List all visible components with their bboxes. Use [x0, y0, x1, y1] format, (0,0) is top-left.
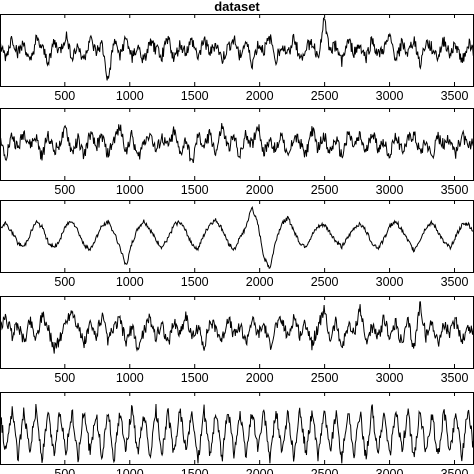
panel-4-xtick-label-2: 1500: [181, 371, 209, 385]
panel-4: 500 1000 1500 2000 2500 3000 3500: [0, 296, 474, 385]
panel-5-xtick-label-6: 3500: [441, 467, 469, 474]
panel-1-axes-box: [0, 14, 474, 87]
panel-5-xtick-label-5: 3000: [376, 467, 404, 474]
figure-title: dataset: [214, 0, 260, 14]
panel-1-xtick-label-0: 500: [54, 89, 75, 103]
panel-2-xtick-label-0: 500: [54, 183, 75, 197]
panel-2-xtick-label-2: 1500: [181, 183, 209, 197]
panel-5-xtick-label-0: 500: [54, 467, 75, 474]
panel-4-series-line: [0, 301, 474, 354]
panel-3-xtick-label-6: 3500: [441, 275, 469, 289]
panel-2-xtick-label-3: 2000: [246, 183, 274, 197]
panel-3-series-line: [0, 205, 474, 269]
panel-5-xtick-label-1: 1000: [116, 467, 144, 474]
panel-2-xtick-label-4: 2500: [311, 183, 339, 197]
panel-2: 500 1000 1500 2000 2500 3000 3500: [0, 108, 474, 197]
panel-4-xtick-label-0: 500: [54, 371, 75, 385]
panel-4-xtick-label-1: 1000: [116, 371, 144, 385]
panel-2-xtick-label-1: 1000: [116, 183, 144, 197]
panel-1-xtick-label-5: 3000: [376, 89, 404, 103]
panel-5-series-line: [0, 403, 474, 464]
panel-5-xtick-label-4: 2500: [311, 467, 339, 474]
panel-3-xtick-label-0: 500: [54, 275, 75, 289]
panel-1-xtick-label-6: 3500: [441, 89, 469, 103]
panel-5: 500 1000 1500 2000 2500 3000 3500: [0, 392, 474, 474]
panel-2-xtick-label-5: 3000: [376, 183, 404, 197]
panel-5-xtick-label-2: 1500: [181, 467, 209, 474]
panel-2-series-line: [0, 123, 474, 164]
panel-5-axes-box: [0, 392, 474, 465]
panel-1-xtick-label-1: 1000: [116, 89, 144, 103]
panel-3: 500 1000 1500 2000 2500 3000 3500: [0, 200, 474, 289]
panel-3-xtick-label-4: 2500: [311, 275, 339, 289]
panels: 500 1000 1500 2000 2500 3000 3500 500 1000 1500 20…: [0, 14, 474, 474]
panel-4-xtick-label-5: 3000: [376, 371, 404, 385]
panel-1-xtick-label-4: 2500: [311, 89, 339, 103]
panel-4-xtick-label-4: 2500: [311, 371, 339, 385]
panel-3-xtick-label-5: 3000: [376, 275, 404, 289]
panel-1-xtick-label-2: 1500: [181, 89, 209, 103]
panel-5-xtick-label-3: 2000: [246, 467, 274, 474]
panel-3-xtick-label-2: 1500: [181, 275, 209, 289]
panel-4-xtick-label-6: 3500: [441, 371, 469, 385]
panel-1-series-line: [0, 17, 474, 81]
panel-1-xtick-label-3: 2000: [246, 89, 274, 103]
panel-4-xtick-label-3: 2000: [246, 371, 274, 385]
panel-2-xtick-label-6: 3500: [441, 183, 469, 197]
panel-3-axes-box: [0, 200, 474, 273]
panel-1: 500 1000 1500 2000 2500 3000 3500: [0, 14, 474, 103]
panel-3-xtick-label-1: 1000: [116, 275, 144, 289]
panel-3-xtick-label-3: 2000: [246, 275, 274, 289]
